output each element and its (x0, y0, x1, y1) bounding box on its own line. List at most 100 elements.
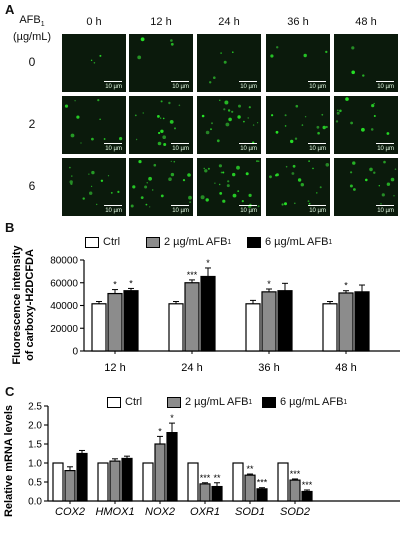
bar (322, 303, 338, 352)
legend-label: Ctrl (103, 236, 121, 248)
y-tick-label: 0.0 (28, 497, 42, 508)
y-tick-label: 1.0 (28, 459, 42, 470)
bar (211, 485, 223, 502)
y-axis-title-line: of carboxy-H2DCFDA (24, 249, 36, 361)
panel-c-letter: C (5, 384, 15, 399)
y-axis-title: Relative mRNA levels (3, 405, 15, 517)
scale-bar (239, 205, 257, 206)
column-label: 24 h (218, 16, 240, 28)
scale-bar (308, 205, 326, 206)
significance-label: *** (302, 480, 313, 490)
legend-swatch (262, 396, 276, 408)
row-header: AFB1 (µg/mL) (8, 14, 56, 44)
speckles (209, 51, 234, 84)
y-tick-label: 2.5 (28, 402, 42, 413)
legend-label: Ctrl (125, 396, 143, 408)
significance-label: *** (257, 478, 268, 488)
scale-bar-label: 10 µm (377, 208, 394, 214)
speckles (351, 46, 365, 77)
bar (166, 431, 178, 502)
significance-label: * (344, 281, 348, 291)
micrograph-image: 10 µm (61, 95, 127, 155)
x-tick-label: 36 h (258, 362, 279, 374)
bar (184, 282, 200, 352)
significance-label: * (267, 279, 271, 289)
legend-swatch (85, 236, 99, 248)
micrograph-image: 10 µm (333, 95, 399, 155)
bar (187, 462, 199, 502)
legend-label: 2 µg/mL AFB (164, 236, 228, 248)
micrograph-image: 10 µm (196, 95, 262, 155)
micrograph-image: 10 µm (196, 157, 262, 217)
significance-label: * (206, 258, 210, 268)
significance-label: * (129, 278, 133, 288)
panel-a-letter: A (5, 2, 15, 17)
scale-bar (308, 143, 326, 144)
bar (232, 462, 244, 502)
x-tick-label: HMOX1 (95, 506, 134, 518)
panel-b-letter: B (5, 220, 15, 235)
significance-label: * (158, 426, 162, 436)
legend-label: 2 µg/mL AFB (185, 396, 249, 408)
speckles (270, 46, 328, 58)
micrograph-image: 10 µm (128, 95, 194, 155)
micrograph-image: 10 µm (61, 157, 127, 217)
significance-label: ** (246, 464, 254, 474)
row-label: 2 (28, 117, 36, 131)
speckles (130, 160, 192, 208)
speckles (269, 160, 330, 206)
bar (52, 462, 64, 502)
legend-swatch (107, 396, 121, 408)
bar (142, 462, 154, 502)
legend-label: 6 µg/mL AFB (265, 236, 329, 248)
column-label: 12 h (150, 16, 172, 28)
row-label: 0 (28, 55, 36, 69)
speckles (69, 166, 120, 206)
legend-entry: Ctrl (107, 396, 142, 408)
legend-label-sub: 1 (343, 398, 348, 406)
y-tick-label: 60000 (50, 278, 78, 289)
bar (244, 474, 256, 502)
speckles (349, 160, 397, 205)
micrograph-image: 10 µm (128, 33, 194, 93)
bar (91, 303, 107, 352)
row-label: 6 (28, 179, 36, 193)
bar (277, 462, 289, 502)
scale-bar-label: 10 µm (377, 84, 394, 90)
y-tick-label: 0 (72, 347, 78, 358)
legend-entry: Ctrl (85, 236, 120, 248)
scale-bar (171, 143, 189, 144)
significance-label: * (170, 413, 174, 423)
micrograph-image: 10 µm (265, 33, 331, 93)
y-tick-label: 40000 (50, 301, 78, 312)
bar (301, 490, 313, 502)
row-header-sub: 1 (40, 21, 45, 29)
speckles (201, 99, 259, 144)
scale-bar (376, 143, 394, 144)
row-header-unit: (µg/mL) (12, 31, 52, 44)
scale-bar (308, 81, 326, 82)
legend-label-sub: 1 (328, 238, 333, 246)
significance-label: *** (290, 469, 301, 479)
scale-bar-label: 10 µm (240, 208, 257, 214)
x-tick-label: 12 h (104, 362, 125, 374)
x-tick-label: NOX2 (145, 506, 175, 518)
legend-entry: 6 µg/mL AFB 1 (262, 396, 347, 408)
scale-bar-label: 10 µm (240, 146, 257, 152)
legend-swatch (167, 396, 181, 408)
speckles (137, 37, 174, 60)
legend-swatch (146, 236, 160, 248)
micrograph-image: 10 µm (128, 157, 194, 217)
bar (199, 483, 211, 502)
micrograph-image: 10 µm (61, 33, 127, 93)
speckles (64, 99, 123, 144)
scale-bar (376, 205, 394, 206)
scale-bar-label: 10 µm (105, 208, 122, 214)
scale-bar (104, 81, 122, 82)
significance-label: * (113, 280, 117, 290)
scale-bar-label: 10 µm (172, 84, 189, 90)
bar (338, 292, 354, 352)
micrograph-image: 10 µm (265, 157, 331, 217)
bar (76, 452, 88, 502)
scale-bar-label: 10 µm (309, 146, 326, 152)
